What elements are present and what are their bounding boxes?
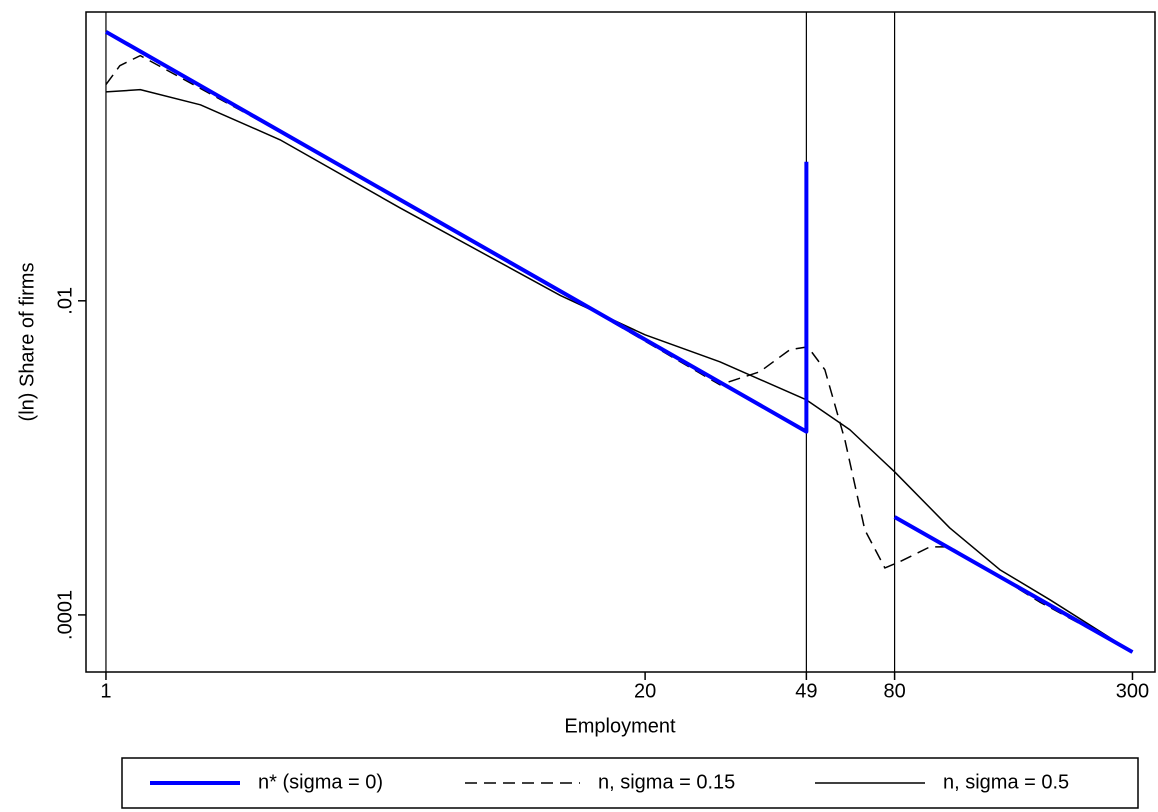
y-tick-label: .0001: [54, 590, 76, 640]
x-tick-label: 49: [795, 680, 817, 702]
legend-label: n, sigma = 0.15: [598, 771, 735, 793]
x-tick-label: 1: [100, 680, 111, 702]
x-tick-label: 300: [1116, 680, 1149, 702]
legend-label: n* (sigma = 0): [258, 771, 383, 793]
x-tick-label: 80: [883, 680, 905, 702]
series-line: [105, 88, 1133, 653]
legend-box: [121, 757, 1139, 809]
y-tick-label: .01: [54, 287, 76, 315]
legend-label: n, sigma = 0.5: [943, 771, 1069, 793]
x-axis-title: Employment: [564, 715, 676, 737]
series-line: [104, 30, 1134, 654]
y-axis-title: (ln) Share of firms: [16, 263, 38, 422]
plot-frame: [85, 11, 1156, 673]
x-tick-label: 20: [634, 680, 656, 702]
